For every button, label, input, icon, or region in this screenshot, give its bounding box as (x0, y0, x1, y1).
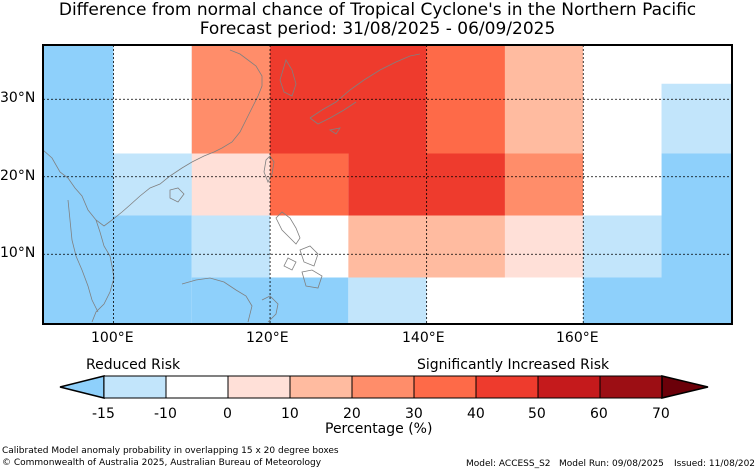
graticule (43, 45, 732, 324)
risk-cell (426, 45, 505, 154)
lat-tick-30: 30°N (0, 90, 36, 106)
cbar-tick-label: 50 (528, 406, 546, 422)
risk-cell (661, 45, 732, 84)
footer-model: Model: ACCESS_S2 (466, 459, 551, 469)
risk-cell (426, 277, 584, 324)
colorbar-segment (537, 375, 601, 399)
reduced-risk-label: Reduced Risk (86, 357, 181, 373)
coastlines (42, 49, 421, 323)
risk-cell (661, 83, 732, 154)
forecast-period: Forecast period: 31/08/2025 - 06/09/2025 (199, 19, 556, 39)
cbar-tick-label: 20 (343, 406, 361, 422)
colorbar-min-tip (59, 375, 105, 399)
lon-tick-140: 140°E (402, 330, 445, 346)
cbar-tick-label: 30 (405, 406, 423, 422)
risk-cell (113, 153, 192, 216)
lon-tick-100: 100°E (91, 330, 134, 346)
colorbar-segment (289, 375, 353, 399)
colorbar-segment (475, 375, 539, 399)
cbar-tick-label: 10 (281, 406, 299, 422)
lat-tick-10: 10°N (0, 245, 36, 261)
colorbar (59, 375, 709, 399)
cbar-tick-label: 60 (590, 406, 608, 422)
lon-tick-160: 160°E (556, 330, 599, 346)
map-title: Difference from normal chance of Tropica… (58, 0, 697, 20)
risk-cell (191, 153, 271, 216)
risk-cell (504, 153, 584, 216)
colorbar-segment (413, 375, 477, 399)
cbar-tick-label: -15 (92, 406, 115, 422)
colorbar-segment (165, 375, 229, 399)
risk-cell (504, 215, 584, 278)
risk-cell (191, 215, 271, 278)
cbar-tick-label: 0 (223, 406, 232, 422)
risk-cell (661, 153, 732, 278)
colorbar-segment (227, 375, 291, 399)
map-frame (42, 44, 733, 325)
footer-note: Calibrated Model anomaly probability in … (2, 446, 339, 456)
lat-tick-20: 20°N (0, 168, 36, 184)
colorbar-segment (351, 375, 415, 399)
cbar-tick-label: -10 (154, 406, 177, 422)
colorbar-axis-label: Percentage (%) (325, 421, 433, 437)
cbar-tick-label: 40 (467, 406, 485, 422)
lon-tick-120: 120°E (246, 330, 289, 346)
cbar-tick-label: 70 (652, 406, 670, 422)
risk-cell (583, 153, 662, 216)
risk-cells (43, 45, 732, 324)
colorbar-max-tip (661, 375, 709, 399)
risk-cell (583, 215, 662, 278)
risk-cell (583, 45, 662, 154)
footer-issued: Issued: 11/08/2025 (674, 459, 755, 469)
colorbar-segment (103, 375, 167, 399)
risk-cell (270, 153, 349, 216)
increased-risk-label: Significantly Increased Risk (417, 357, 610, 373)
risk-cell (583, 277, 732, 324)
risk-cell (348, 277, 427, 324)
footer-copyright: © Commonwealth of Australia 2025, Austra… (2, 458, 322, 468)
colorbar-segment (599, 375, 663, 399)
footer-model-run: Model Run: 09/08/2025 (559, 459, 664, 469)
